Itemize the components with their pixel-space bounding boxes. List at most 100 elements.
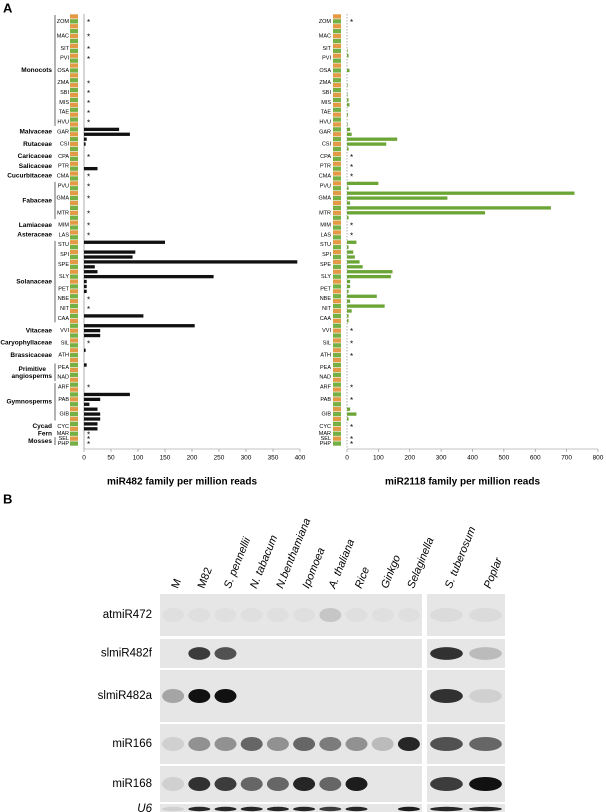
band xyxy=(430,689,463,703)
bar xyxy=(347,68,350,73)
library-swatch xyxy=(70,421,78,427)
library-swatch xyxy=(70,151,78,157)
lane-label: Selaginella xyxy=(405,536,436,590)
band xyxy=(469,777,502,791)
library-swatch xyxy=(333,416,341,422)
x-tick-label: 150 xyxy=(160,455,171,462)
library-swatch xyxy=(70,24,78,29)
band xyxy=(345,737,368,751)
group-label: Rutaceae xyxy=(23,141,52,148)
library-swatch xyxy=(70,441,78,446)
library-swatch xyxy=(333,146,341,152)
library-swatch xyxy=(333,377,341,382)
band xyxy=(241,647,263,660)
library-swatch xyxy=(333,166,341,171)
band xyxy=(293,689,315,703)
bar xyxy=(347,211,486,215)
bar xyxy=(84,255,133,259)
panel-label: B xyxy=(3,491,12,506)
library-swatch xyxy=(333,436,341,441)
library-swatch xyxy=(333,127,341,132)
bar xyxy=(84,363,87,367)
group-label: Fern xyxy=(38,430,52,437)
bar xyxy=(84,250,136,254)
bar xyxy=(347,186,349,190)
band xyxy=(293,777,316,791)
bar xyxy=(84,412,101,416)
library-swatch xyxy=(70,87,78,93)
library-swatch xyxy=(70,323,78,328)
library-swatch xyxy=(333,83,341,88)
species-code: CPA xyxy=(320,154,331,160)
lane-label: M xyxy=(169,577,184,590)
bar xyxy=(347,196,448,200)
lane-label: S. tuberosum xyxy=(443,525,479,590)
band xyxy=(372,647,394,660)
bar xyxy=(347,181,379,186)
bar xyxy=(347,191,575,195)
probe-label: miR166 xyxy=(112,738,152,750)
species-code: SBI xyxy=(322,90,331,96)
library-swatch xyxy=(333,24,341,29)
library-swatch xyxy=(70,132,78,137)
library-swatch xyxy=(70,249,78,255)
species-code: PEA xyxy=(320,365,331,371)
bar xyxy=(84,333,101,338)
band xyxy=(266,806,289,812)
x-tick-label: 300 xyxy=(241,455,252,462)
species-code: STU xyxy=(320,242,331,248)
bar xyxy=(347,412,357,416)
bar xyxy=(84,142,86,146)
species-code: PAB xyxy=(320,397,331,403)
library-swatch xyxy=(333,19,341,24)
species-code: GIB xyxy=(60,412,70,418)
library-swatch xyxy=(333,156,341,161)
species-code: GMA xyxy=(318,196,331,202)
group-label: Caricaceae xyxy=(18,153,53,160)
blot-panel xyxy=(160,594,422,636)
species-code: PHP xyxy=(58,441,70,447)
library-swatch xyxy=(333,230,341,235)
bar xyxy=(347,314,349,318)
library-swatch xyxy=(70,259,78,265)
group-label: Lamiaceae xyxy=(19,222,53,229)
band xyxy=(188,689,211,703)
bar xyxy=(84,260,298,264)
group-label: Cycad xyxy=(32,423,52,430)
band xyxy=(319,806,342,812)
species-code: PVI xyxy=(322,56,331,62)
library-swatch xyxy=(70,33,78,39)
species-code: ARF xyxy=(58,385,70,391)
library-swatch xyxy=(70,402,78,407)
library-swatch xyxy=(333,63,341,68)
library-swatch xyxy=(70,73,78,78)
library-swatch xyxy=(70,436,78,441)
species-code: ZMA xyxy=(319,80,331,86)
library-swatch xyxy=(333,249,341,255)
library-swatch xyxy=(70,97,78,103)
library-swatch xyxy=(70,29,78,34)
library-swatch xyxy=(70,294,78,299)
blot-panel xyxy=(427,804,505,812)
band xyxy=(398,647,420,660)
x-tick-label: 50 xyxy=(107,455,115,462)
x-tick-label: 0 xyxy=(345,455,349,462)
library-swatch xyxy=(70,411,78,417)
band xyxy=(241,608,263,622)
band xyxy=(469,806,502,812)
absent-marker: * xyxy=(87,209,90,218)
species-code: VVI xyxy=(60,328,69,334)
band xyxy=(398,608,420,622)
library-swatch xyxy=(70,102,78,107)
x-tick-label: 200 xyxy=(187,455,198,462)
library-swatch xyxy=(70,357,78,363)
library-swatch xyxy=(70,289,78,294)
species-code: MIS xyxy=(321,100,331,106)
bar xyxy=(347,142,387,146)
probe-label: slmiR482f xyxy=(101,648,153,660)
bar xyxy=(347,201,351,205)
species-code: MAR xyxy=(57,431,69,437)
bar xyxy=(347,274,391,279)
species-code: VVI xyxy=(322,328,331,334)
bar xyxy=(84,392,130,397)
